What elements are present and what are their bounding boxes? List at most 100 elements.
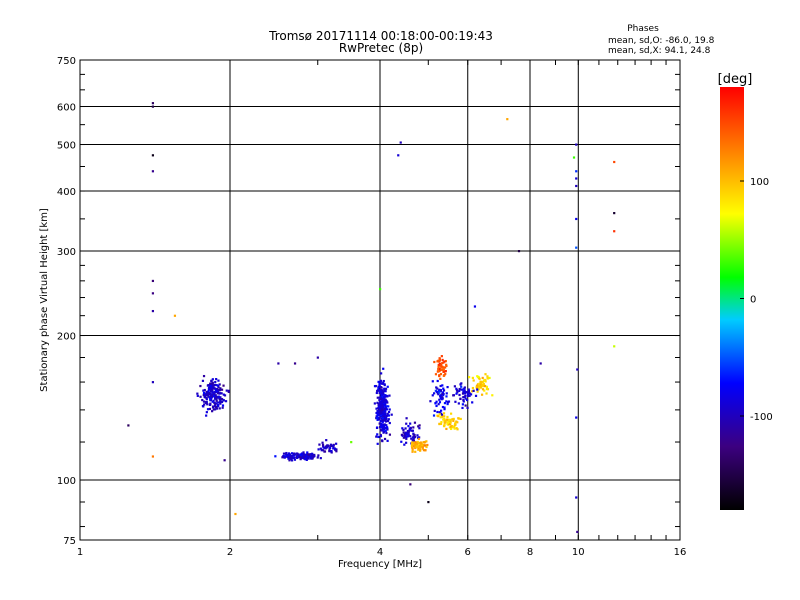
echo-point xyxy=(471,401,474,404)
echo-point xyxy=(425,445,428,449)
echo-point xyxy=(442,392,445,396)
echo-point xyxy=(317,448,320,451)
y-tick-label: 200 xyxy=(57,332,76,343)
echo-point xyxy=(440,420,443,424)
echo-point xyxy=(417,425,420,428)
echo-point xyxy=(442,374,445,377)
echo-point xyxy=(295,455,298,458)
echo-point xyxy=(223,394,227,397)
echo-point xyxy=(444,360,447,363)
data-points xyxy=(127,102,616,534)
echo-point xyxy=(207,386,211,389)
echo-point xyxy=(442,368,445,371)
echo-point xyxy=(479,385,482,388)
echo-point xyxy=(438,364,441,367)
echo-point xyxy=(401,427,404,430)
echo-point xyxy=(461,388,464,391)
echo-point xyxy=(211,393,214,396)
echo-point xyxy=(234,512,237,516)
echo-point xyxy=(386,401,389,404)
echo-point xyxy=(425,440,428,443)
echo-point xyxy=(224,400,228,403)
echo-point xyxy=(321,443,325,446)
echo-point xyxy=(291,454,294,458)
echo-point xyxy=(435,390,439,393)
echo-point xyxy=(205,414,208,417)
echo-point xyxy=(333,447,337,450)
echo-point xyxy=(467,394,470,398)
echo-point xyxy=(329,444,332,448)
echo-point xyxy=(206,403,209,406)
echo-point xyxy=(204,394,208,397)
echo-point xyxy=(476,388,479,391)
echo-point xyxy=(380,411,383,414)
echo-point xyxy=(328,450,331,453)
echo-point xyxy=(215,397,218,400)
echo-point xyxy=(462,387,466,390)
echo-point xyxy=(287,457,290,460)
echo-point xyxy=(221,398,224,401)
echo-point xyxy=(411,442,414,445)
echo-point xyxy=(410,429,414,432)
echo-point xyxy=(458,387,461,391)
echo-point xyxy=(475,384,479,387)
echo-point xyxy=(441,361,444,365)
x-tick-label: 4 xyxy=(377,547,383,558)
echo-point xyxy=(462,400,465,403)
echo-point xyxy=(211,390,214,393)
echo-point xyxy=(417,446,420,449)
echo-point xyxy=(386,385,389,388)
echo-point xyxy=(419,448,422,451)
echo-point xyxy=(435,404,438,408)
echo-point xyxy=(409,422,412,425)
echo-point xyxy=(444,366,447,369)
echo-point xyxy=(433,409,436,413)
echo-point xyxy=(442,387,445,390)
echo-point xyxy=(215,399,218,402)
echo-point xyxy=(438,422,441,425)
echo-point xyxy=(204,401,207,404)
echo-point xyxy=(331,444,335,447)
echo-point xyxy=(486,375,489,378)
y-tick-label: 400 xyxy=(57,187,76,198)
echo-point xyxy=(383,407,387,411)
echo-point xyxy=(320,449,323,452)
echo-point xyxy=(418,424,421,427)
echo-point xyxy=(377,410,380,413)
echo-point xyxy=(379,288,382,291)
echo-point xyxy=(313,454,316,458)
echo-point xyxy=(440,355,443,358)
echo-point xyxy=(209,393,212,397)
echo-point xyxy=(407,425,410,428)
echo-point xyxy=(217,379,220,382)
echo-point xyxy=(464,397,467,400)
echo-point xyxy=(379,407,382,411)
echo-point xyxy=(204,393,207,396)
colorbar-tick-label: 100 xyxy=(750,177,769,188)
echo-point xyxy=(479,383,482,386)
echo-point xyxy=(404,434,407,437)
echo-point xyxy=(416,440,419,444)
echo-point xyxy=(439,396,443,400)
echo-point xyxy=(416,443,419,446)
echo-point xyxy=(213,391,216,394)
echo-point xyxy=(199,395,202,398)
echo-point xyxy=(202,393,205,397)
echo-point xyxy=(384,424,387,427)
echo-point xyxy=(460,385,463,388)
echo-point xyxy=(227,390,230,394)
echo-point xyxy=(431,394,434,397)
echo-point xyxy=(378,399,381,402)
echo-point xyxy=(384,406,388,410)
y-tick-label: 500 xyxy=(57,141,76,152)
echo-point xyxy=(576,368,579,371)
echo-point xyxy=(474,394,478,397)
echo-point xyxy=(421,444,424,447)
echo-point xyxy=(382,415,385,418)
echo-point xyxy=(205,398,208,401)
echo-point xyxy=(388,408,391,411)
echo-point xyxy=(455,392,458,395)
y-tick-label: 750 xyxy=(57,56,76,67)
echo-point xyxy=(288,453,292,456)
echo-point xyxy=(420,442,423,445)
